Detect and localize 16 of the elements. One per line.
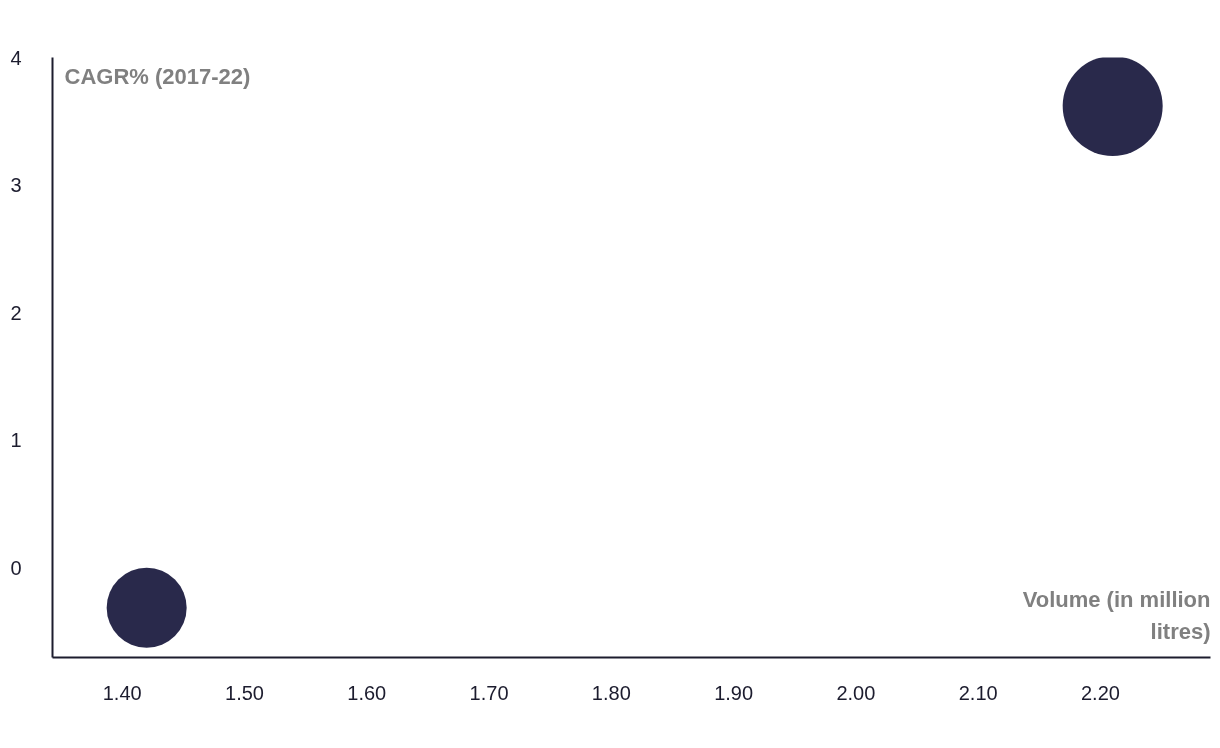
y-tick-label: 1: [10, 429, 22, 452]
x-tick-label: 1.40: [102, 681, 142, 704]
x-tick-label: 1.70: [469, 681, 509, 704]
x-axis-title: Volume (in million litres): [1022, 587, 1211, 644]
x-tick-label: 2.10: [958, 681, 998, 704]
x-tick-label: 2.20: [1080, 681, 1120, 704]
y-tick-label: 4: [10, 46, 22, 69]
y-tick-label: 0: [10, 557, 22, 580]
x-tick-label: 1.90: [714, 681, 754, 704]
y-tick-label: 2: [10, 301, 22, 324]
y-tick-label: 3: [10, 174, 22, 197]
y-axis-title: CAGR% (2017-22): [64, 63, 251, 89]
x-tick-label: 1.60: [347, 681, 387, 704]
x-tick-label: 1.80: [591, 681, 631, 704]
x-tick-label: 1.50: [225, 681, 264, 704]
x-tick-label: 2.00: [836, 681, 876, 704]
